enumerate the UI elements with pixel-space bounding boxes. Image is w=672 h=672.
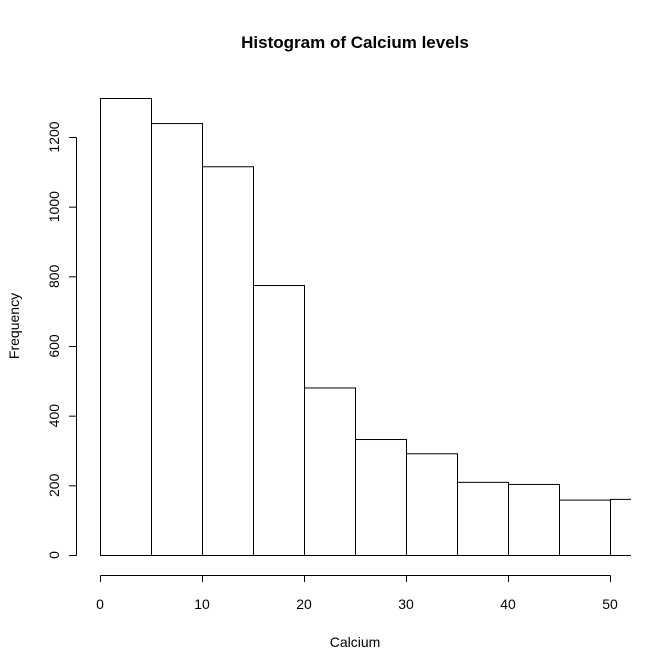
x-tick-label: 20: [296, 596, 312, 612]
histogram-bar: [151, 123, 203, 556]
histogram-bar: [202, 166, 254, 556]
histogram-bar: [610, 498, 631, 556]
histogram-bar: [508, 483, 560, 556]
x-tick-label: 0: [96, 596, 104, 612]
y-tick-label: 600: [46, 334, 62, 358]
y-tick-label: 400: [46, 404, 62, 428]
histogram-bar: [457, 481, 509, 557]
x-axis-label: Calcium: [330, 634, 381, 650]
histogram-bar: [355, 439, 407, 557]
y-tick-label: 0: [46, 551, 62, 559]
histogram-bar: [559, 499, 611, 556]
histogram-bar: [253, 285, 305, 556]
histogram-bar: [406, 453, 458, 556]
x-tick-label: 10: [194, 596, 210, 612]
chart-title: Histogram of Calcium levels: [241, 33, 469, 52]
x-tick-label: 50: [602, 596, 618, 612]
y-axis-label: Frequency: [6, 293, 22, 359]
y-tick-label: 200: [46, 473, 62, 497]
y-tick-label: 800: [46, 264, 62, 288]
x-axis: 0 10 20 30 40 50: [96, 575, 618, 612]
x-tick-label: 40: [500, 596, 516, 612]
bars-group: [100, 97, 631, 557]
histogram-bar: [100, 97, 152, 556]
y-tick-label: 1000: [46, 191, 62, 222]
histogram-bar: [304, 387, 356, 556]
y-axis: 0 200 400 600 800 1000 1200: [46, 121, 77, 559]
x-tick-label: 30: [398, 596, 414, 612]
y-tick-label: 1200: [46, 121, 62, 152]
